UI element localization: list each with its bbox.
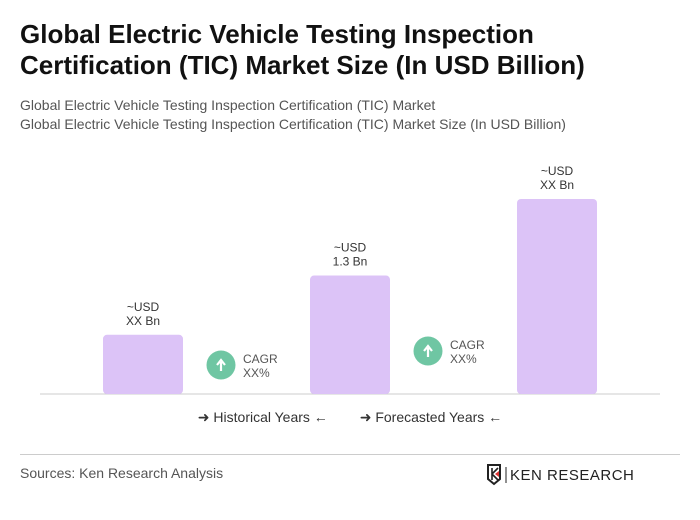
svg-text:KEN RESEARCH: KEN RESEARCH	[510, 467, 634, 484]
ken-research-logo: KEN RESEARCH	[487, 464, 634, 486]
divider	[20, 454, 680, 455]
data-label: XX Bn	[540, 178, 574, 192]
data-label: ~USD	[334, 241, 367, 255]
cagr-label: XX%	[243, 366, 270, 380]
sources: Sources: Ken Research Analysis	[20, 465, 224, 481]
cagr-label: CAGR	[243, 352, 278, 366]
data-label: 1.3 Bn	[333, 255, 368, 269]
subtitle: Global Electric Vehicle Testing Inspecti…	[20, 97, 436, 113]
legend: ➜ Historical Years ← ➜ Forecasted Years …	[0, 409, 700, 426]
bar	[310, 275, 390, 394]
cagr-label: CAGR	[450, 338, 485, 352]
legend-historical-label: Historical Years	[213, 409, 310, 425]
cagr-label: XX%	[450, 352, 477, 366]
legend-forecasted: ➜ Forecasted Years ←	[359, 409, 503, 425]
arrow-up-icon	[216, 358, 226, 371]
data-label: ~USD	[541, 164, 574, 178]
subtitle-secondary: Global Electric Vehicle Testing Inspecti…	[20, 116, 566, 132]
chart-title: Global Electric Vehicle Testing Inspecti…	[20, 19, 585, 80]
bar	[103, 334, 183, 394]
bar	[517, 199, 597, 394]
legend-forecasted-label: Forecasted Years	[375, 409, 485, 425]
arrow-up-icon	[423, 344, 433, 357]
data-label: XX Bn	[126, 314, 160, 328]
legend-historical: ➜ Historical Years ←	[197, 409, 328, 425]
data-label: ~USD	[127, 300, 160, 314]
